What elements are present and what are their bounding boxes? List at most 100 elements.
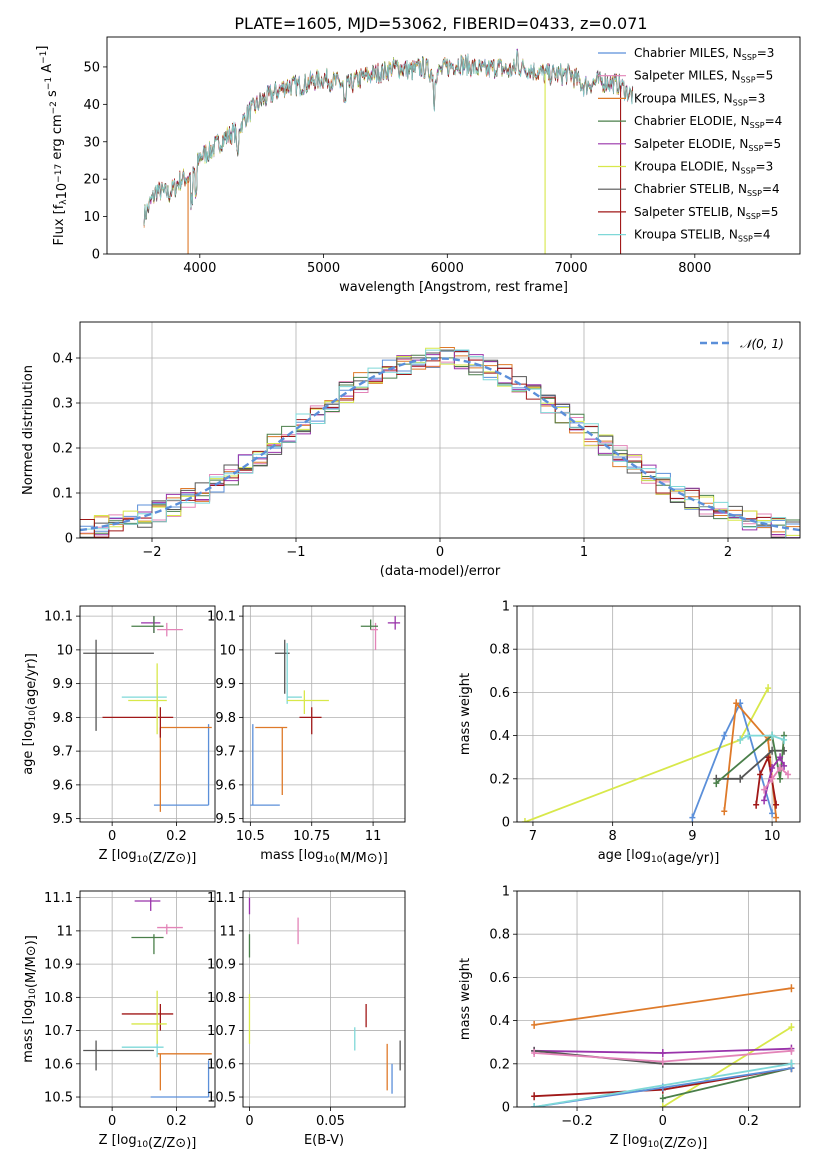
series-marker [781, 735, 788, 744]
series-marker [765, 684, 772, 693]
y-tick-label: 9.5 [215, 812, 236, 827]
x-tick-label: 11 [365, 829, 382, 844]
series-marker [713, 779, 720, 788]
panel-mass_weight_vs_age: 7 8 9 10 0 0.2 0.4 0.6 0.8 1 age [log10(age/yr)] ma… [458, 600, 801, 866]
y-tick-label: 9.8 [52, 711, 73, 726]
y-tick-label: 10.7 [207, 1024, 236, 1039]
y-tick-label: 9.7 [215, 745, 236, 760]
series-marker [659, 1057, 666, 1066]
y-axis-label: mass weight [458, 673, 473, 755]
plot-area [517, 891, 800, 1107]
axes-frame [242, 890, 406, 1108]
y-tick-label: 20 [83, 173, 100, 188]
x-axis-label: age [log10(age/yr)] [598, 848, 720, 866]
y-tick-label: 10.7 [44, 1024, 73, 1039]
y-tick-label: 0.1 [52, 487, 73, 502]
x-tick-label: 6000 [431, 261, 464, 276]
axes-frame [79, 605, 216, 823]
y-tick-label: 9.9 [215, 677, 236, 692]
series-marker [788, 1023, 795, 1032]
axes-frame [79, 321, 801, 539]
y-tick-label: 9.8 [215, 711, 236, 726]
axes-frame [516, 890, 801, 1108]
y-tick-label: 0.2 [489, 772, 510, 787]
y-tick-label: 0.4 [489, 1014, 510, 1029]
series-marker [659, 1049, 666, 1057]
y-tick-label: 10.9 [207, 958, 236, 973]
y-tick-label: 0.3 [52, 397, 73, 412]
y-tick-label: 10 [56, 643, 73, 658]
y-tick-label: 0.2 [489, 1057, 510, 1072]
y-tick-label: 1 [502, 600, 510, 615]
y-tick-label: 0.4 [52, 352, 73, 367]
series-marker [769, 731, 776, 740]
legend-entry: Kroupa MILES, NSSP=3 [634, 91, 765, 107]
x-tick-label: 10 [764, 829, 781, 844]
x-tick-label: 0 [108, 829, 116, 844]
panel-mass_vs_Z: 0 0.2 10.5 10.6 10.7 10.8 10.9 11 11.1 Z [log10(Z… [21, 890, 216, 1151]
legend-entry: Chabrier MILES, NSSP=3 [634, 46, 774, 62]
x-tick-label: 0 [245, 1114, 253, 1129]
y-tick-label: 11 [219, 924, 236, 939]
panel-mass_weight_vs_Z: −0.2 0 0.2 0 0.2 0.4 0.6 0.8 1 Z [log10(Z/Z⊙)] mas… [458, 885, 801, 1151]
series-marker [531, 1049, 538, 1057]
y-tick-label: 10.9 [44, 958, 73, 973]
y-tick-label: 0 [502, 1101, 510, 1116]
y-tick-label: 50 [83, 60, 100, 75]
x-tick-label: 10.75 [293, 829, 330, 844]
panel-age_vs_mass: 10.5 10.75 11 9.5 9.6 9.7 9.8 9.9 10 10.1 mass [lo… [207, 605, 406, 866]
y-tick-label: 11.1 [207, 891, 236, 906]
series-line [691, 700, 773, 819]
series-marker [788, 984, 795, 993]
plot-area [80, 606, 215, 822]
x-tick-label: 2 [724, 545, 732, 560]
series-marker [781, 761, 788, 770]
legend-entry: 𝒩(0, 1) [740, 337, 784, 351]
series-marker [761, 785, 768, 794]
y-tick-label: 9.5 [52, 812, 73, 827]
y-tick-label: 9.6 [215, 778, 236, 793]
series-line [739, 734, 785, 741]
x-tick-label: 0.05 [316, 1114, 345, 1129]
plot-area [517, 606, 800, 822]
x-tick-label: 0.2 [738, 1114, 759, 1129]
series-marker [769, 764, 776, 772]
series-marker [788, 1059, 795, 1068]
y-tick-label: 10.1 [207, 610, 236, 625]
series-line [716, 749, 785, 780]
x-axis-label: wavelength [Angstrom, rest frame] [339, 280, 568, 295]
series-marker [753, 800, 760, 809]
y-tick-label: 0.6 [489, 686, 510, 701]
series-line [662, 1067, 792, 1100]
legend-entry: Salpeter STELIB, NSSP=5 [634, 205, 778, 221]
x-tick-label: 0 [436, 545, 444, 560]
spectrum-line [143, 50, 634, 226]
panel-spectrum: 4000 5000 6000 7000 8000 0 10 20 30 40 50 wavelengt… [35, 36, 801, 295]
y-tick-label: 10 [219, 643, 236, 658]
series-marker [531, 1092, 538, 1101]
y-tick-label: 1 [502, 885, 510, 900]
series-line [534, 987, 792, 1026]
histogram-step [80, 349, 800, 538]
y-tick-label: 0 [65, 532, 73, 547]
x-tick-label: 7 [529, 829, 537, 844]
x-axis-label: E(B-V) [304, 1133, 344, 1148]
series-marker [737, 774, 744, 783]
legend-entry: Chabrier ELODIE, NSSP=4 [634, 114, 782, 130]
y-axis-label: mass weight [458, 958, 473, 1040]
y-tick-label: 0.2 [52, 442, 73, 457]
figure-title: PLATE=1605, MJD=53062, FIBERID=0433, z=0… [234, 14, 647, 33]
series-line [763, 766, 789, 791]
y-tick-label: 30 [83, 135, 100, 150]
x-tick-label: 1 [580, 545, 588, 560]
axes-frame [516, 605, 801, 823]
series-marker [689, 813, 696, 822]
series-line [534, 1062, 792, 1107]
series-marker [773, 813, 780, 822]
y-tick-label: 0.6 [489, 971, 510, 986]
x-tick-label: 7000 [555, 261, 588, 276]
plot-area [243, 891, 405, 1107]
series-marker [521, 818, 528, 822]
series-marker [773, 800, 780, 809]
axes-frame [106, 36, 801, 255]
